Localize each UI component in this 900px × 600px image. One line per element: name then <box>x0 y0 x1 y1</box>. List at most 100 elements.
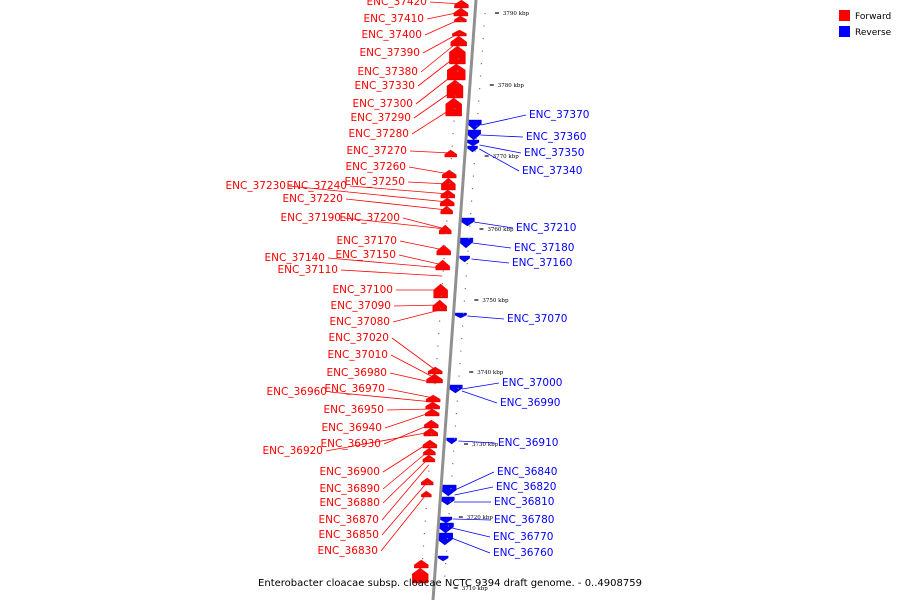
reverse-leader-line <box>467 315 505 320</box>
forward-gene-label: ENC_37090 <box>331 300 391 312</box>
minor-mark <box>474 150 476 152</box>
forward-leader-line <box>399 240 445 251</box>
forward-gene-label: ENC_37420 <box>367 0 427 8</box>
forward-gene-label: ENC_37290 <box>351 112 411 124</box>
minor-mark <box>454 108 456 110</box>
minor-mark <box>439 308 442 310</box>
forward-leader-line <box>329 391 434 403</box>
reverse-gene-label: ENC_36780 <box>494 514 554 526</box>
reverse-gene-arrow <box>466 129 481 141</box>
legend-forward-swatch <box>839 10 850 21</box>
forward-gene-arrow <box>427 366 443 375</box>
minor-mark <box>454 425 457 427</box>
forward-leader-line <box>382 449 431 490</box>
reverse-gene-arrow <box>459 255 470 263</box>
reverse-leader-line <box>458 440 496 444</box>
minor-mark <box>460 20 462 22</box>
reverse-gene-label: ENC_37210 <box>516 222 576 234</box>
minor-mark <box>461 338 463 340</box>
forward-gene-label: ENC_37150 <box>336 249 396 261</box>
minor-mark <box>452 463 454 465</box>
forward-leader-line <box>345 198 447 211</box>
minor-mark <box>446 220 448 222</box>
minor-mark <box>478 100 480 102</box>
reverse-gene-label: ENC_37340 <box>522 165 582 177</box>
forward-gene-label: ENC_37280 <box>349 128 409 140</box>
minor-mark <box>481 50 483 52</box>
minor-mark <box>456 83 458 85</box>
minor-mark <box>447 208 449 210</box>
forward-gene-label: ENC_37270 <box>347 145 407 157</box>
forward-leader-line <box>288 185 448 203</box>
forward-gene-label: ENC_37250 <box>345 176 405 188</box>
forward-gene-label: ENC_37220 <box>283 193 343 205</box>
forward-gene-arrow <box>412 567 429 584</box>
genome-title: Enterobacter cloacae subsp. cloacae NCTC… <box>258 578 642 589</box>
minor-mark <box>453 438 456 440</box>
reverse-gene-arrow <box>467 119 482 131</box>
minor-mark <box>468 238 470 240</box>
forward-gene-label: ENC_36960 <box>267 386 327 398</box>
minor-mark <box>441 283 443 285</box>
forward-gene-label: ENC_36930 <box>321 438 381 450</box>
forward-leader-line <box>429 1 462 5</box>
minor-mark <box>443 258 445 260</box>
minor-mark <box>469 225 471 227</box>
forward-leader-line <box>382 441 431 473</box>
reverse-leader-line <box>452 527 491 538</box>
minor-mark <box>466 263 468 265</box>
reverse-gene-arrow <box>467 145 478 153</box>
minor-mark <box>458 375 460 377</box>
minor-mark <box>459 363 461 365</box>
kbp-tick-label: 3760 kbp <box>487 227 514 233</box>
forward-gene-label: ENC_36950 <box>324 404 384 416</box>
forward-gene-label: ENC_36900 <box>320 466 380 478</box>
reverse-leader-line <box>471 258 510 264</box>
reverse-gene-label: ENC_36990 <box>500 397 560 409</box>
minor-mark <box>473 163 475 165</box>
forward-gene-label: ENC_37410 <box>364 13 424 25</box>
reverse-gene-arrow <box>440 496 455 506</box>
forward-leader-line <box>381 464 429 521</box>
forward-leader-line <box>393 304 441 307</box>
minor-mark <box>462 325 464 327</box>
kbp-tick-label: 3740 kbp <box>477 370 504 376</box>
minor-mark <box>440 295 443 297</box>
minor-mark <box>464 288 466 290</box>
reverse-gene-arrow <box>460 217 475 227</box>
minor-mark <box>477 113 479 115</box>
minor-mark <box>425 508 427 510</box>
forward-leader-line <box>386 408 433 411</box>
minor-mark <box>433 395 435 397</box>
reverse-gene-arrow <box>440 484 457 497</box>
forward-leader-line <box>398 254 444 266</box>
forward-gene-label: ENC_36980 <box>327 367 387 379</box>
forward-gene-label: ENC_36970 <box>325 383 385 395</box>
kbp-tick-label: 3710 kbp <box>462 586 489 592</box>
forward-gene-arrow <box>421 477 434 486</box>
forward-gene-label: ENC_36850 <box>319 529 379 541</box>
forward-gene-label: ENC_37080 <box>330 316 390 328</box>
forward-leader-line <box>380 493 427 552</box>
reverse-gene-arrow <box>458 237 474 249</box>
legend: Forward Reverse <box>839 10 892 38</box>
reverse-gene-arrow <box>439 516 453 524</box>
reverse-gene-arrow <box>437 522 454 534</box>
legend-forward-label: Forward <box>855 12 891 22</box>
reverse-leader-line <box>480 114 527 126</box>
minor-mark <box>452 133 454 135</box>
reverse-leader-line <box>452 518 492 521</box>
minor-mark <box>423 533 426 535</box>
forward-leader-line <box>426 11 462 20</box>
forward-leader-line <box>413 88 456 119</box>
minor-mark <box>448 183 451 185</box>
minor-mark <box>472 175 474 177</box>
backbone-line <box>431 0 478 600</box>
forward-leader-line <box>389 372 435 384</box>
forward-leader-line <box>340 269 443 277</box>
leaders-layer <box>288 1 527 554</box>
reverse-gene-arrow <box>466 139 480 147</box>
forward-gene-label: ENC_37190 <box>281 212 341 224</box>
reverse-gene-label: ENC_36770 <box>493 531 553 543</box>
